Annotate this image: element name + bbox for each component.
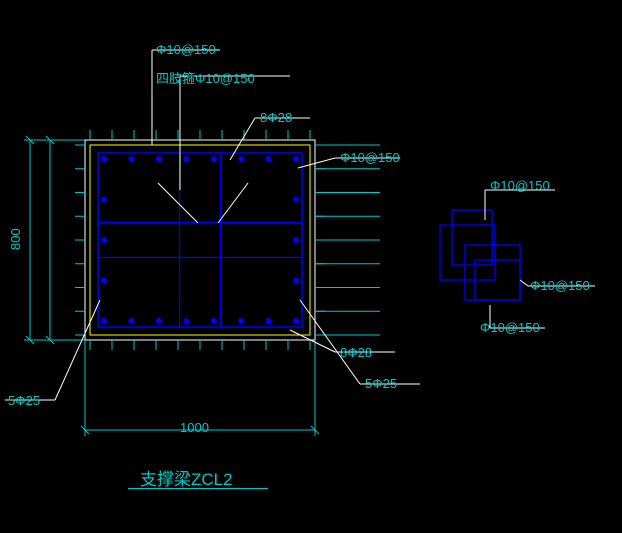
label-side-bars-l: 5Φ25	[8, 393, 40, 408]
label-right-1: Φ10@150	[340, 150, 400, 165]
label-top-bars: 8Φ28	[260, 110, 292, 125]
dim-height-label: 800	[8, 228, 23, 250]
label-side-bars-r: 5Φ25	[365, 376, 397, 391]
label-detail-2: Φ10@150	[530, 278, 590, 293]
title-underline	[128, 488, 268, 489]
section-title: 支撑梁ZCL2	[140, 465, 233, 490]
label-detail-1: Φ10@150	[490, 178, 550, 193]
dim-width-label: 1000	[180, 420, 209, 435]
label-inner-stirrup: 四肢箍Φ10@150	[156, 68, 255, 87]
label-detail-3: Φ10@150	[480, 320, 540, 335]
label-bot-bars: 8Φ28	[340, 345, 372, 360]
label-top-stirrup: Φ10@150	[156, 42, 216, 57]
